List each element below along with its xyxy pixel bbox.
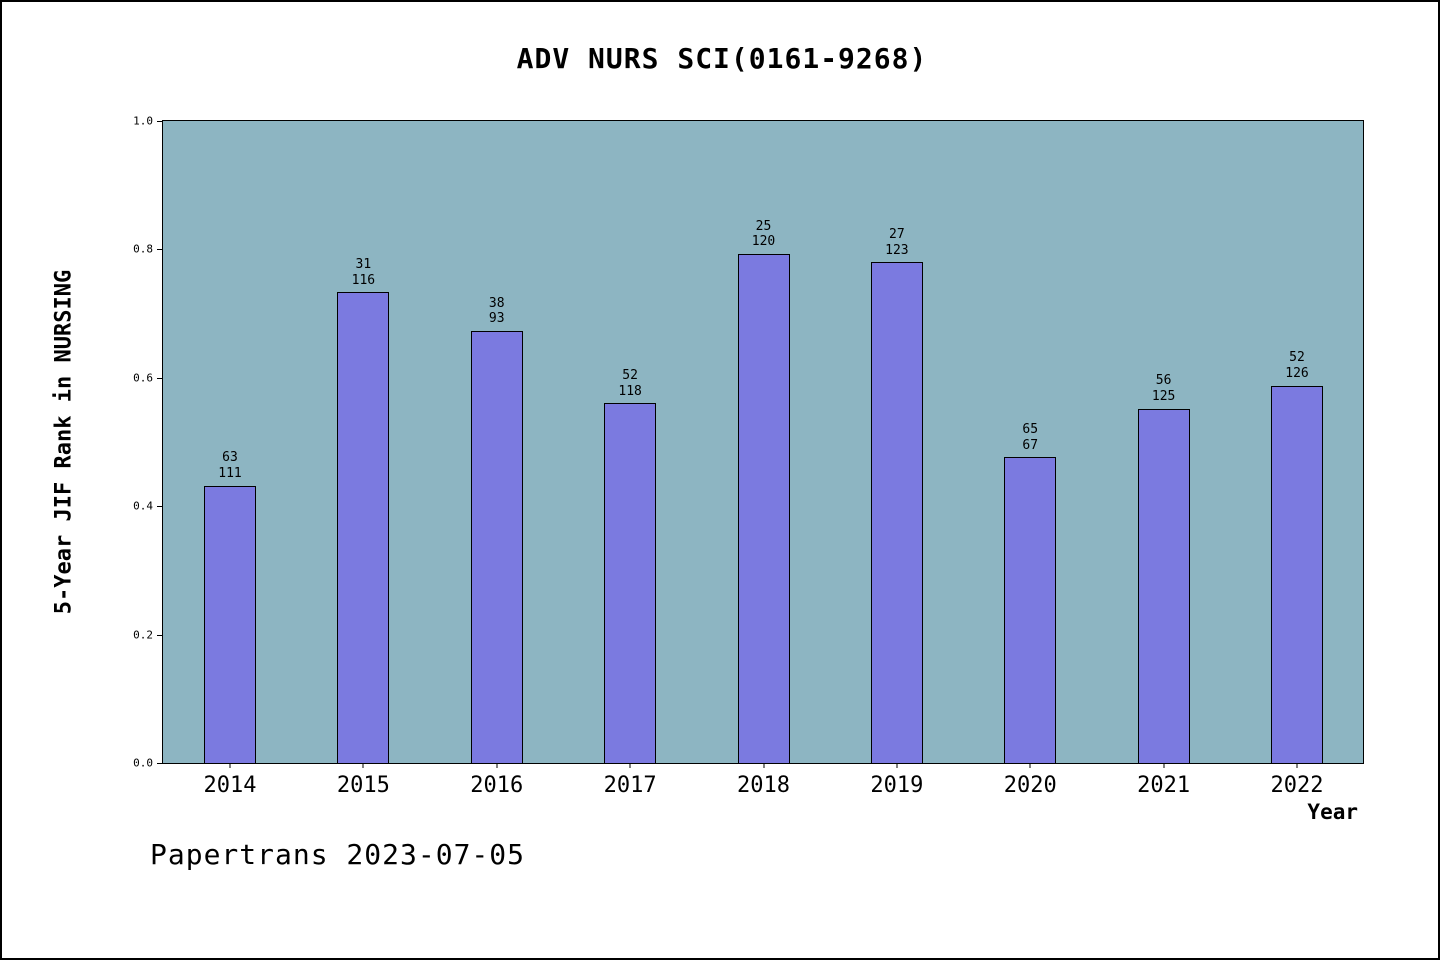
- y-tick-label: 0.2: [133, 628, 153, 642]
- x-tick-label: 2021: [1137, 773, 1191, 798]
- bar-value-label: 38 93: [488, 295, 505, 327]
- bar-value-label: 27 123: [885, 227, 909, 258]
- x-tick-mark: [763, 763, 764, 768]
- bar-value-label: 52 118: [618, 368, 642, 399]
- bar: [604, 403, 657, 763]
- plot-area: 0.0 0.2 0.4 0.6 0.8 1.0 63 111 2014 31 116 2015 38…: [133, 115, 1364, 798]
- y-tick-mark: [157, 121, 163, 122]
- y-axis-label: 5-Year JIF Rank in NURSING: [51, 269, 77, 615]
- bar-value-label: 25 120: [751, 218, 776, 250]
- y-tick-mark: [157, 249, 163, 251]
- y-tick-mark: [157, 377, 163, 379]
- bar: [737, 253, 790, 763]
- x-axis-label: Year: [1307, 800, 1358, 824]
- bar-value-label: 56 125: [1151, 373, 1176, 405]
- x-tick-label: 2015: [336, 773, 390, 798]
- x-tick-mark: [496, 763, 498, 768]
- footer-note: Papertrans 2023-07-05: [150, 838, 526, 871]
- y-tick-mark: [157, 763, 163, 764]
- bar: [1137, 408, 1190, 763]
- x-tick-label: 2017: [603, 773, 657, 798]
- bar-value-label: 65 67: [1022, 422, 1039, 453]
- x-tick-label: 2014: [203, 773, 257, 798]
- y-tick-label: 0.8: [133, 242, 153, 256]
- x-tick-label: 2019: [870, 773, 924, 798]
- bar: [1271, 385, 1323, 763]
- bar: [470, 330, 523, 763]
- bar-value-label: 63 111: [218, 450, 242, 482]
- y-tick-label: 0.4: [133, 499, 153, 513]
- x-tick-mark: [362, 763, 364, 768]
- y-tick-label: 1.0: [133, 114, 153, 128]
- y-tick-mark: [157, 634, 163, 636]
- x-tick-mark: [629, 763, 631, 768]
- x-tick-mark: [896, 763, 898, 768]
- y-tick-mark: [157, 506, 163, 508]
- x-tick-label: 2018: [737, 773, 790, 798]
- x-tick-mark: [1296, 763, 1298, 768]
- bar: [1004, 457, 1057, 763]
- x-tick-mark: [1163, 763, 1165, 768]
- y-tick-label: 0.6: [133, 371, 153, 385]
- bar: [337, 292, 390, 763]
- bar-value-label: 52 126: [1285, 350, 1309, 381]
- bar-value-label: 31 116: [351, 257, 376, 288]
- x-tick-label: 2022: [1270, 773, 1324, 798]
- x-tick-mark: [1029, 763, 1031, 768]
- bar: [870, 262, 923, 763]
- x-tick-label: 2016: [470, 773, 524, 798]
- x-tick-label: 2020: [1003, 773, 1057, 798]
- chart-title: ADV NURS SCI(0161-9268): [516, 42, 928, 75]
- bar: [204, 485, 256, 763]
- x-tick-mark: [229, 763, 231, 768]
- y-tick-label: 0.0: [133, 756, 153, 770]
